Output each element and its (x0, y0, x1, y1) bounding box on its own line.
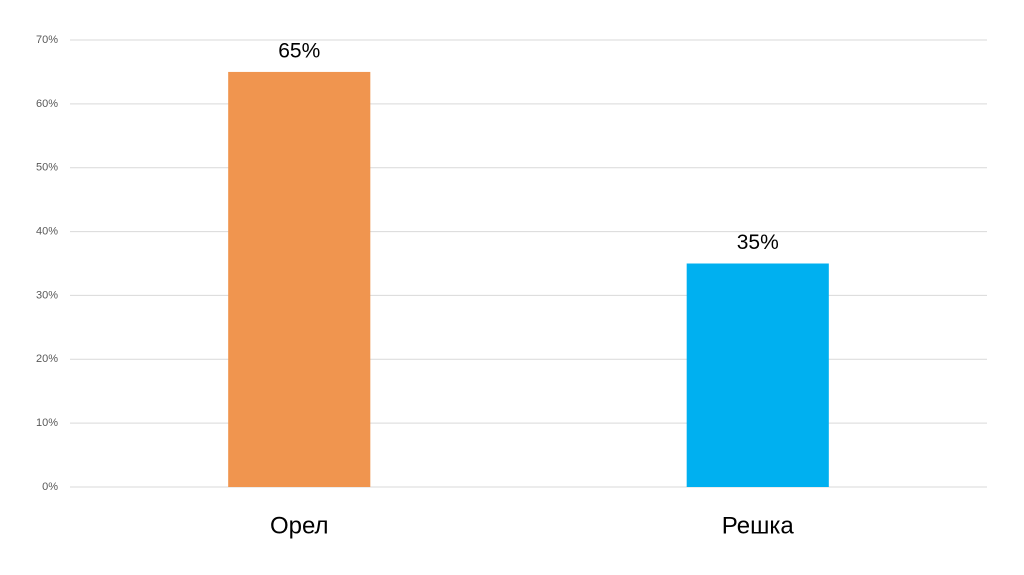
y-tick-label: 10% (36, 417, 58, 429)
y-tick-label: 40% (36, 225, 58, 237)
value-label: 65% (278, 39, 320, 62)
y-tick-label: 20% (36, 353, 58, 365)
y-tick-label: 0% (42, 481, 58, 493)
y-tick-label: 50% (36, 162, 58, 174)
y-tick-label: 30% (36, 289, 58, 301)
y-tick-label: 70% (36, 34, 58, 46)
value-label: 35% (737, 231, 779, 254)
bar (228, 71, 371, 487)
bar (686, 263, 829, 487)
y-tick-label: 60% (36, 98, 58, 110)
x-tick-label: Решка (722, 512, 795, 539)
x-tick-label: Орел (270, 512, 329, 539)
